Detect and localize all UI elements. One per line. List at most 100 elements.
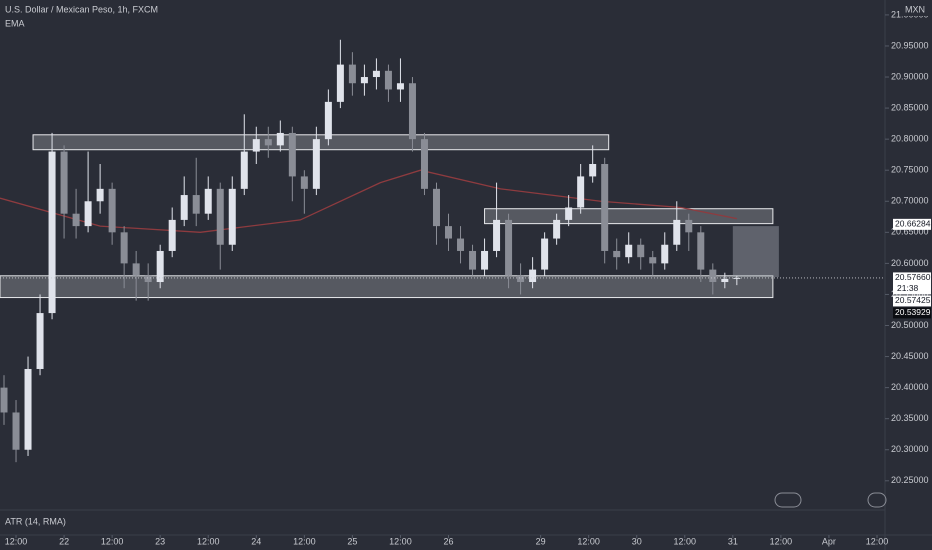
- candle-body: [601, 163, 609, 251]
- y-tick-label: 20.65000: [891, 227, 929, 237]
- y-tick-label: 20.40000: [891, 382, 929, 392]
- candle-body: [204, 188, 212, 214]
- candle-body: [396, 83, 404, 90]
- event-icon[interactable]: [867, 492, 887, 508]
- candle-body: [228, 188, 236, 245]
- event-icon[interactable]: [774, 492, 802, 508]
- candle-body: [577, 176, 585, 208]
- candle-body: [36, 313, 44, 369]
- y-tick-label: 20.35000: [891, 413, 929, 423]
- candle-body: [637, 244, 645, 258]
- candle-body: [168, 219, 176, 251]
- candle-body: [48, 151, 56, 314]
- candle-body: [420, 139, 428, 189]
- candle-body: [276, 132, 284, 146]
- indicator-label: EMA: [5, 18, 25, 28]
- price-label-bg: [893, 272, 931, 295]
- candle-body: [589, 163, 597, 177]
- candle-body: [432, 188, 440, 227]
- zone: [32, 134, 610, 151]
- candle-body: [372, 70, 380, 78]
- candle-body: [336, 64, 344, 102]
- x-tick-label: 31: [728, 536, 738, 546]
- candle-body: [348, 64, 356, 84]
- x-tick-label: 25: [347, 536, 357, 546]
- x-tick-label: 12:00: [197, 536, 220, 546]
- candle-body: [360, 77, 368, 84]
- candle-body: [384, 70, 392, 90]
- currency-bg: [900, 4, 930, 16]
- chart-title: U.S. Dollar / Mexican Peso, 1h, FXCM: [5, 4, 158, 14]
- candle-body: [553, 219, 561, 239]
- candle-body: [481, 250, 489, 270]
- x-tick-label: 12:00: [101, 536, 124, 546]
- candle-body: [541, 238, 549, 270]
- candle-body: [661, 244, 669, 264]
- candle-body: [300, 176, 308, 189]
- candle-body: [0, 387, 8, 413]
- x-tick-label: 30: [632, 536, 642, 546]
- plot: [0, 39, 885, 463]
- candle-body: [721, 278, 729, 283]
- price-label-bg: [893, 218, 931, 230]
- candle-body: [72, 213, 80, 227]
- candle-body: [24, 368, 32, 450]
- candle-body: [457, 238, 465, 251]
- x-tick-label: 12:00: [674, 536, 697, 546]
- y-tick-label: 20.60000: [891, 258, 929, 268]
- price-label-bg: [893, 307, 931, 319]
- ema-line: [0, 169, 737, 233]
- candle-body: [324, 101, 332, 140]
- lower-pane-title: ATR (14, RMA): [5, 516, 66, 526]
- candle-body: [649, 257, 657, 264]
- projection-box: [732, 226, 779, 278]
- candle-body: [264, 139, 272, 146]
- x-tick-label: 26: [443, 536, 453, 546]
- x-tick-label: 12:00: [389, 536, 412, 546]
- candle-body: [288, 132, 296, 177]
- candle-body: [144, 275, 152, 283]
- x-tick-label: 12:00: [293, 536, 316, 546]
- candle-body: [216, 188, 224, 245]
- y-tick-label: 20.25000: [891, 475, 929, 485]
- x-tick-label: 24: [251, 536, 261, 546]
- candle-body: [240, 151, 248, 189]
- candle-body: [733, 277, 741, 279]
- y-tick-label: 20.30000: [891, 444, 929, 454]
- candle-body: [709, 269, 717, 283]
- candle-body: [252, 139, 260, 152]
- y-tick-label: 20.95000: [891, 40, 929, 50]
- y-tick-label: 20.50000: [891, 320, 929, 330]
- price-label: 20.66284: [895, 219, 931, 229]
- y-tick-label: 20.85000: [891, 102, 929, 112]
- candle-body: [408, 83, 416, 140]
- price-label: 20.57660: [895, 272, 931, 282]
- candle-body: [180, 195, 188, 220]
- zone: [484, 208, 774, 225]
- x-tick-label: 23: [155, 536, 165, 546]
- candle-body: [493, 219, 501, 251]
- countdown-label: 21:38: [897, 283, 919, 293]
- y-tick-label: 20.45000: [891, 351, 929, 361]
- candle-body: [192, 195, 200, 214]
- candle-body: [120, 232, 128, 264]
- candle-body: [625, 244, 633, 258]
- candle-body: [445, 226, 453, 239]
- candle-body: [132, 263, 140, 276]
- y-tick-label: 20.80000: [891, 134, 929, 144]
- candle-body: [529, 269, 537, 283]
- candle-body: [517, 275, 525, 283]
- candle-body: [108, 188, 116, 233]
- candle-body: [96, 188, 104, 202]
- x-tick-label: 12:00: [770, 536, 793, 546]
- candle-body: [505, 219, 513, 276]
- y-tick-label: 20.90000: [891, 71, 929, 81]
- candle-body: [565, 207, 573, 220]
- candle-body: [12, 412, 20, 450]
- price-label: 20.57425: [895, 295, 931, 305]
- y-tick-label: 20.70000: [891, 196, 929, 206]
- price-label-bg: [893, 295, 931, 307]
- price-label: 20.53929: [895, 307, 931, 317]
